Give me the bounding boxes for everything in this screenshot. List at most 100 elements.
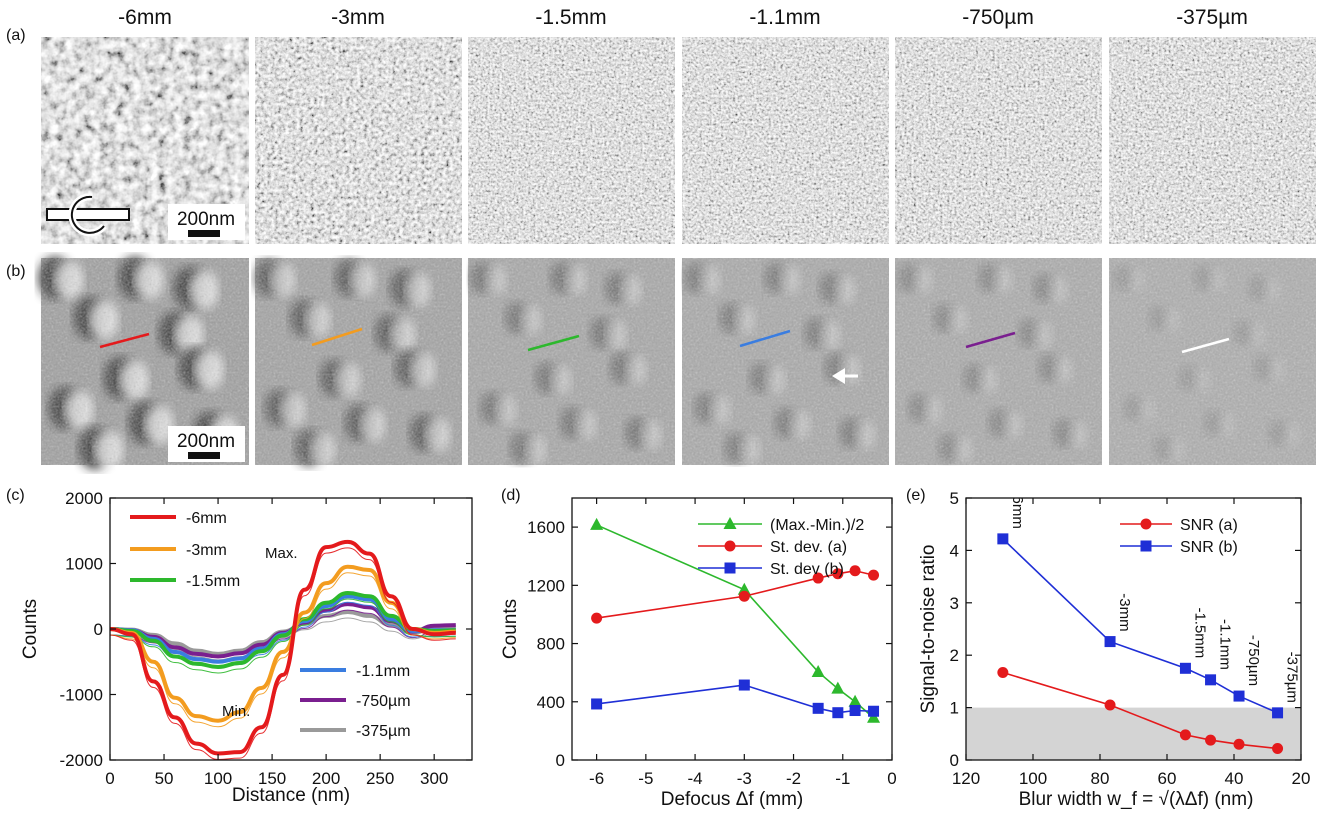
defocus-heading-1: -6mm [118,6,172,29]
defocus-heading-4: -1.1mm [749,6,820,29]
data-point-d-2-5 [868,705,880,717]
y-tick-label: -1000 [60,686,103,705]
xlabel-c: Distance (nm) [232,785,350,806]
legend-marker-d-0 [723,517,737,529]
micrograph-row-a: 200nm [41,37,1316,244]
data-point-d-2-4 [849,705,861,717]
profile-line-5 [965,331,1016,349]
plot-frame-d [571,497,893,761]
x-tick-label: -1 [835,769,850,788]
micrograph-a-4 [682,37,889,244]
x-tick-label: 50 [155,769,174,788]
panel-label-b: (b) [6,263,26,280]
defocus-heading-5: -750µm [962,6,1034,29]
data-point-d-0-0 [590,517,604,530]
legend-marker-e-0 [1140,518,1152,530]
series-raw--6mm [110,547,456,760]
data-point-d-0-4 [848,694,862,707]
legend-marker-d-1 [724,540,736,552]
series-raw--3mm [110,572,456,728]
data-point-e-0-4 [1233,738,1245,750]
shaded-region [966,707,1301,760]
ylabel-e: Signal-to-noise ratio [918,545,939,714]
series-line-e-0 [1002,671,1278,750]
micrograph-b-noise-3 [468,258,675,465]
data-point-e-0-1 [1104,699,1116,711]
micrograph-a-2 [255,37,462,244]
data-point-d-2-2 [812,702,824,714]
scale-bar-b [188,452,220,459]
data-point-e-0-5 [1272,742,1284,754]
series-line-e-1 [1002,538,1278,714]
legend-label-e-0: SNR (a) [1180,517,1238,534]
scale-bar-label-a: 200nm [177,209,235,230]
x-tick-label: 150 [258,769,286,788]
legend-label-d-1: St. dev. (a) [770,539,847,556]
data-point-d-0-1 [737,582,751,595]
micrograph-a-6 [1109,37,1316,244]
ylabel-c: Counts [20,599,41,659]
data-point-e-1-2 [1179,662,1191,674]
micrograph-b-noise-4 [682,258,889,465]
x-tick-label: 80 [1091,769,1110,788]
point-label-e-2: -1.5mm [1191,607,1208,658]
annotation-max: Max. [265,545,298,562]
profile-line-4 [739,329,791,348]
y-tick-label: 1200 [527,576,565,595]
micrograph-b-noise-5 [895,258,1102,465]
x-tick-label: 40 [1225,769,1244,788]
y-tick-label: 0 [94,620,103,639]
scale-bar-label-b: 200nm [177,431,235,452]
defocus-headings: -6mm -3mm -1.5mm -1.1mm -750µm -375µm [118,6,1248,29]
y-tick-label: -2000 [60,751,103,770]
x-tick-label: 120 [952,769,980,788]
legend-marker-e-1 [1140,540,1152,552]
point-label-e-0: -6mm [1009,491,1026,529]
data-point-e-0-0 [997,666,1009,678]
chart-d: (d) -6 -5 -4 -3 -2 -1 0 0 400 800 1200 1600 (Max.-M… [500,487,897,810]
x-tick-label: 20 [1292,769,1311,788]
x-tick-label: -3 [737,769,752,788]
micrograph-row-b: 200nm [38,256,1316,470]
point-label-e-1: -3mm [1116,593,1133,631]
defocus-heading-2: -3mm [331,6,385,29]
panel-label-c: (c) [6,487,25,504]
micrograph-b-noise-2 [255,258,462,465]
defocus-heading-3: -1.5mm [535,6,606,29]
annotation-min: Min. [222,703,250,720]
data-point-e-1-0 [997,533,1009,545]
legend-label--6mm: -6mm [186,510,227,527]
data-point-e-1-1 [1104,636,1116,648]
data-point-d-1-3 [832,568,844,580]
y-tick-label: 4 [950,541,959,560]
x-tick-label: 300 [420,769,448,788]
data-point-d-2-1 [738,679,750,691]
data-point-d-2-3 [832,707,844,719]
y-tick-label: 1000 [65,555,103,574]
y-tick-label: 1600 [527,518,565,537]
legend-label--3mm: -3mm [186,542,227,559]
x-tick-label: 200 [312,769,340,788]
data-point-d-2-0 [591,698,603,710]
profile-line-6 [1181,337,1230,354]
x-tick-label: -5 [638,769,653,788]
data-point-e-1-4 [1233,690,1245,702]
data-point-e-0-2 [1179,729,1191,741]
chart-e: (e) -6mm-3mm -1.5mm -1.1mm -750µm -375µm 120… [906,487,1310,810]
chart-c: (c) 0 50 100 150 200 250 300 -2000 -1000 0 1000 200… [6,487,473,806]
panel-label-e: (e) [906,487,926,504]
point-label-e-4: -750µm [1245,635,1262,686]
data-point-d-1-2 [812,572,824,584]
series-line--1.5mm [110,590,456,669]
y-tick-label: 0 [950,751,959,770]
data-point-e-1-3 [1205,674,1217,686]
x-tick-label: -4 [688,769,703,788]
legend-label--1.1mm: -1.1mm [356,663,410,680]
y-tick-label: 5 [950,489,959,508]
legend-label--750µm: -750µm [356,693,411,710]
defocus-heading-6: -375µm [1176,6,1248,29]
profile-line-3 [527,334,580,352]
y-tick-label: 800 [537,635,565,654]
scale-bar-a [188,230,220,237]
legend-label-d-0: (Max.-Min.)/2 [770,517,864,534]
